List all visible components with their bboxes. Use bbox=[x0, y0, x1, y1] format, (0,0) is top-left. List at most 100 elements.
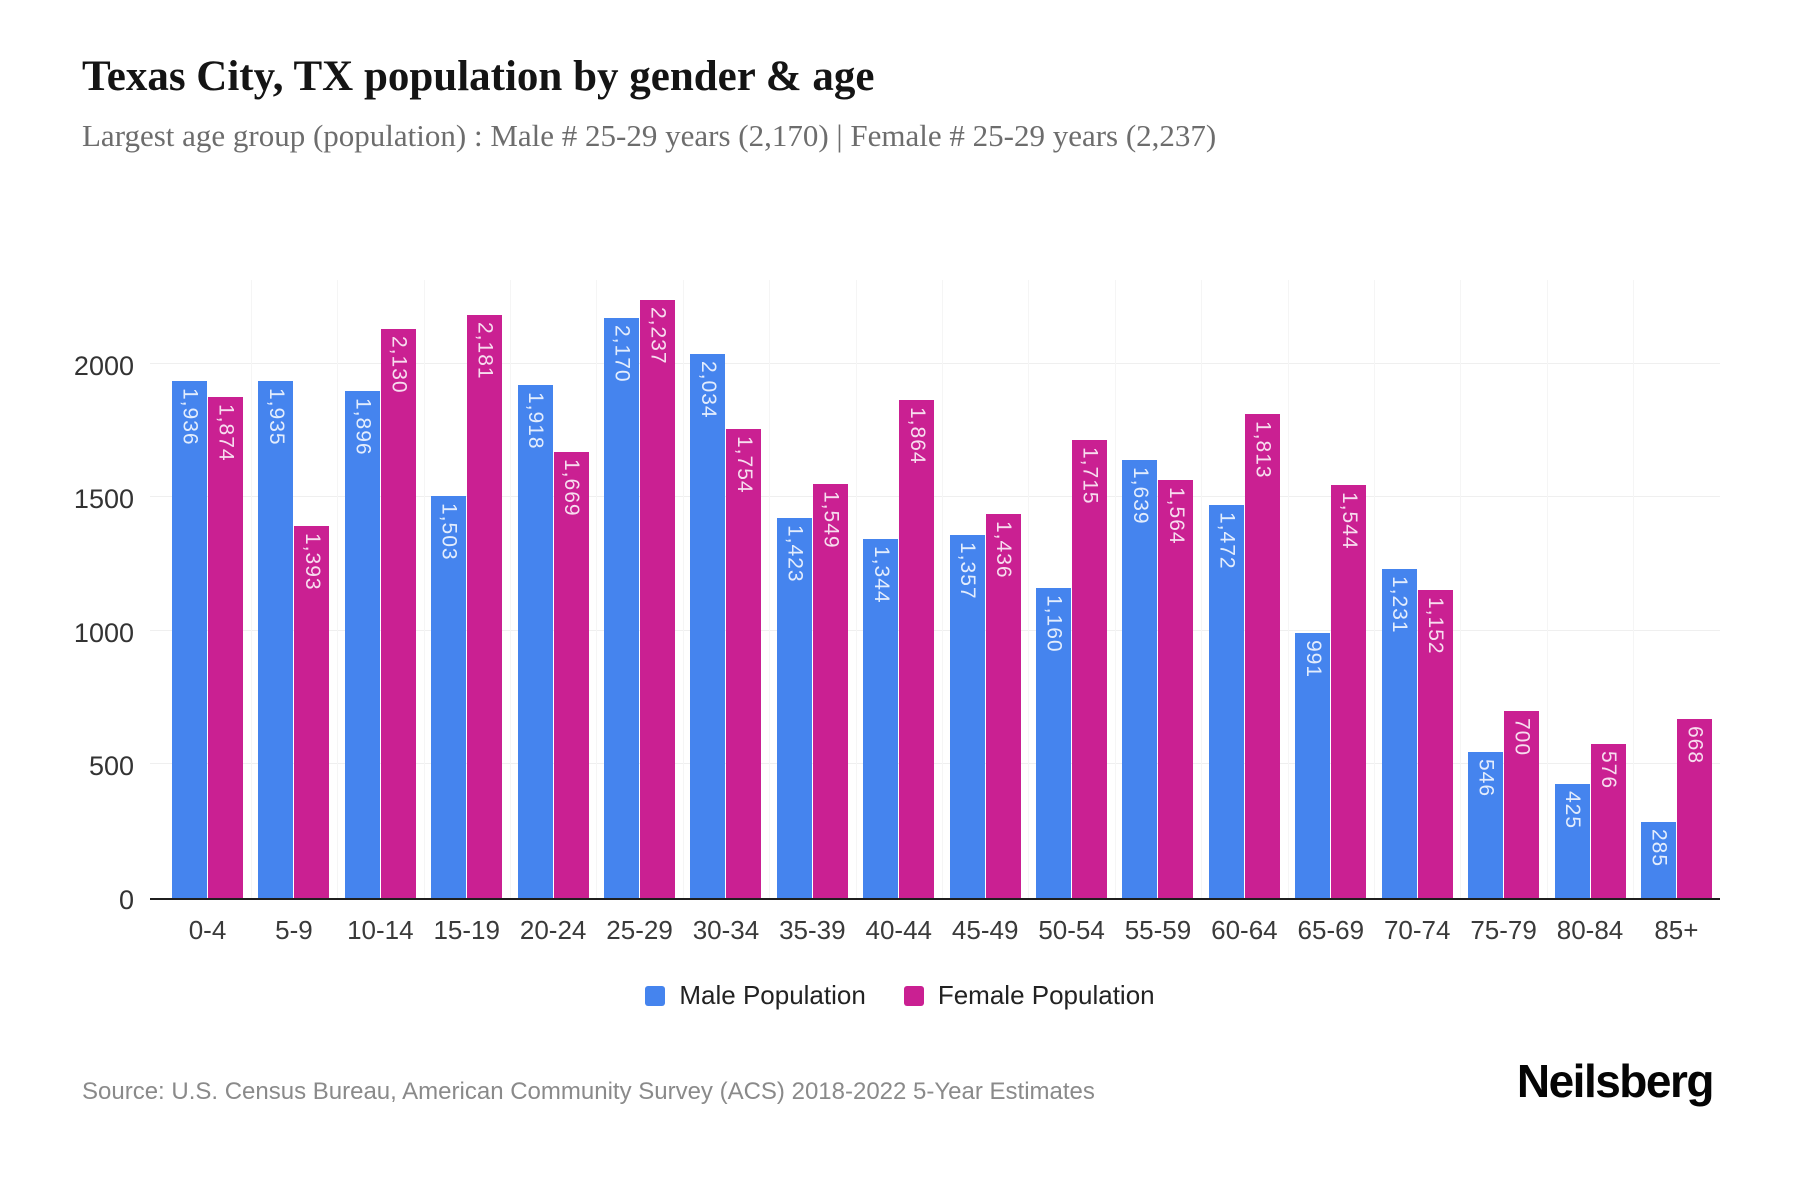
bar-value-label: 1,874 bbox=[214, 404, 238, 462]
bar-value-label: 1,393 bbox=[300, 532, 324, 591]
bar-male-10-14: 1,896 bbox=[344, 391, 380, 898]
category-separator bbox=[1460, 280, 1462, 898]
bar-group-15-19: 1,503 2,181 15-19 bbox=[431, 315, 503, 945]
bar-female-60-64: 1,813 bbox=[1244, 413, 1280, 898]
x-tick-label-35-39: 35-39 bbox=[779, 915, 846, 945]
x-tick-label-60-64: 60-64 bbox=[1211, 915, 1278, 945]
source-note: Source: U.S. Census Bureau, American Com… bbox=[82, 1078, 1095, 1105]
bar-group-35-39: 1,423 1,549 35-39 bbox=[776, 484, 848, 945]
category-separator bbox=[509, 280, 511, 898]
gridline bbox=[150, 496, 1720, 498]
x-tick-label-45-49: 45-49 bbox=[951, 915, 1019, 945]
bar-value-label: 1,564 bbox=[1164, 487, 1188, 545]
x-tick-label-80-84: 80-84 bbox=[1556, 915, 1624, 945]
bar-value-label: 1,357 bbox=[956, 542, 980, 600]
y-tick-label: 1000 bbox=[73, 617, 134, 648]
x-tick-label-40-44: 40-44 bbox=[865, 915, 933, 945]
gridline bbox=[150, 362, 1720, 364]
y-tick-label: 500 bbox=[88, 751, 134, 782]
bar-group-25-29: 2,170 2,237 25-29 bbox=[604, 300, 676, 945]
chart-subtitle: Largest age group (population) : Male # … bbox=[82, 118, 1217, 153]
bar-female-15-19: 2,181 bbox=[467, 315, 503, 898]
gridline bbox=[150, 629, 1720, 631]
x-tick-label-10-14: 10-14 bbox=[347, 915, 414, 945]
bar-female-35-39: 1,549 bbox=[812, 484, 848, 898]
bar-female-55-59: 1,564 bbox=[1158, 480, 1194, 898]
y-tick-label: 0 bbox=[118, 885, 134, 915]
bar-male-55-59: 1,639 bbox=[1122, 460, 1158, 898]
bar-value-label: 1,472 bbox=[1215, 511, 1239, 570]
category-separator bbox=[1287, 280, 1289, 898]
bar-male-85+: 285 bbox=[1640, 821, 1676, 898]
x-tick-label-30-34: 30-34 bbox=[692, 915, 760, 945]
bar-group-0-4: 1,936 1,874 0-4 bbox=[172, 380, 243, 945]
bar-value-label: 2,034 bbox=[696, 361, 720, 419]
bar-male-5-9: 1,935 bbox=[258, 380, 294, 898]
bar-male-70-74: 1,231 bbox=[1381, 569, 1417, 898]
chart-title: Texas City, TX population by gender & ag… bbox=[82, 53, 875, 100]
bar-group-5-9: 1,935 1,393 5-9 bbox=[258, 380, 330, 945]
bar-male-30-34: 2,034 bbox=[690, 354, 726, 898]
bar-female-10-14: 2,130 bbox=[380, 328, 416, 898]
bar-value-label: 1,936 bbox=[178, 387, 202, 446]
category-separator bbox=[596, 280, 598, 898]
bar-value-label: 1,344 bbox=[869, 545, 893, 604]
bar-female-40-44: 1,864 bbox=[899, 399, 935, 898]
bar-value-label: 546 bbox=[1474, 759, 1498, 798]
neilsberg-logo: Neilsberg bbox=[1516, 1055, 1715, 1107]
bar-value-label: 1,549 bbox=[819, 491, 843, 549]
bar-group-45-49: 1,357 1,436 45-49 bbox=[949, 514, 1021, 945]
bar-male-65-69: 991 bbox=[1295, 633, 1331, 898]
plot-area: 1,936 1,874 0-4 1,935 1,393 5-9 1,896 2,130 10-1… bbox=[150, 280, 1720, 945]
bar-value-label: 1,544 bbox=[1337, 492, 1361, 550]
bar-value-label: 1,669 bbox=[560, 458, 584, 517]
bar-group-55-59: 1,639 1,564 55-59 bbox=[1122, 460, 1194, 945]
bar-male-0-4: 1,936 bbox=[172, 380, 207, 898]
category-separator bbox=[1373, 280, 1375, 898]
bar-value-label: 1,152 bbox=[1424, 597, 1448, 655]
category-separator bbox=[423, 280, 425, 898]
category-separator bbox=[682, 280, 684, 898]
bar-value-label: 1,918 bbox=[524, 392, 548, 450]
bar-value-label: 1,639 bbox=[1128, 467, 1152, 525]
category-separator bbox=[337, 280, 339, 898]
bar-group-40-44: 1,344 1,864 40-44 bbox=[863, 399, 935, 945]
x-tick-label-0-4: 0-4 bbox=[188, 915, 227, 945]
bar-group-65-69: 991 1,544 65-69 bbox=[1295, 485, 1367, 945]
x-tick-label-20-24: 20-24 bbox=[519, 915, 587, 945]
bar-value-label: 1,715 bbox=[1078, 446, 1102, 505]
bar-female-50-54: 1,715 bbox=[1072, 439, 1108, 898]
bar-female-45-49: 1,436 bbox=[985, 514, 1021, 898]
bar-female-70-74: 1,152 bbox=[1417, 590, 1453, 898]
legend: Male Population Female Population bbox=[0, 980, 1800, 1011]
legend-item-female[interactable]: Female Population bbox=[903, 980, 1155, 1011]
bar-value-label: 1,423 bbox=[783, 524, 807, 583]
x-tick-label-15-19: 15-19 bbox=[433, 915, 500, 945]
x-tick-label-75-79: 75-79 bbox=[1470, 915, 1537, 945]
bar-male-20-24: 1,918 bbox=[517, 385, 553, 898]
bar-value-label: 2,181 bbox=[473, 322, 497, 380]
bar-male-80-84: 425 bbox=[1554, 784, 1590, 898]
category-separator bbox=[941, 280, 943, 898]
bar-male-60-64: 1,472 bbox=[1208, 504, 1244, 898]
bar-value-label: 2,170 bbox=[610, 325, 634, 383]
female-series-swatch bbox=[903, 985, 924, 1006]
bar-value-label: 285 bbox=[1647, 828, 1671, 867]
category-separator bbox=[1114, 280, 1116, 898]
y-tick-label: 1500 bbox=[73, 484, 134, 515]
bar-group-80-84: 425 576 80-84 bbox=[1554, 744, 1626, 945]
bar-male-50-54: 1,160 bbox=[1036, 588, 1072, 898]
bar-value-label: 1,231 bbox=[1388, 576, 1412, 634]
bar-female-65-69: 1,544 bbox=[1331, 485, 1367, 898]
legend-item-male[interactable]: Male Population bbox=[645, 980, 866, 1011]
bar-group-60-64: 1,472 1,813 60-64 bbox=[1208, 413, 1280, 945]
bar-value-label: 1,754 bbox=[732, 436, 756, 494]
category-separator bbox=[250, 280, 252, 898]
category-separator bbox=[1546, 280, 1548, 898]
bar-value-label: 1,160 bbox=[1042, 595, 1066, 653]
bar-female-25-29: 2,237 bbox=[640, 300, 676, 898]
bar-value-label: 2,237 bbox=[646, 307, 670, 365]
bar-value-label: 1,813 bbox=[1251, 420, 1275, 479]
bar-chart: 0 500 1000 1500 2000 1,936 1,874 0-4 1,935 1,393… bbox=[0, 280, 1800, 945]
